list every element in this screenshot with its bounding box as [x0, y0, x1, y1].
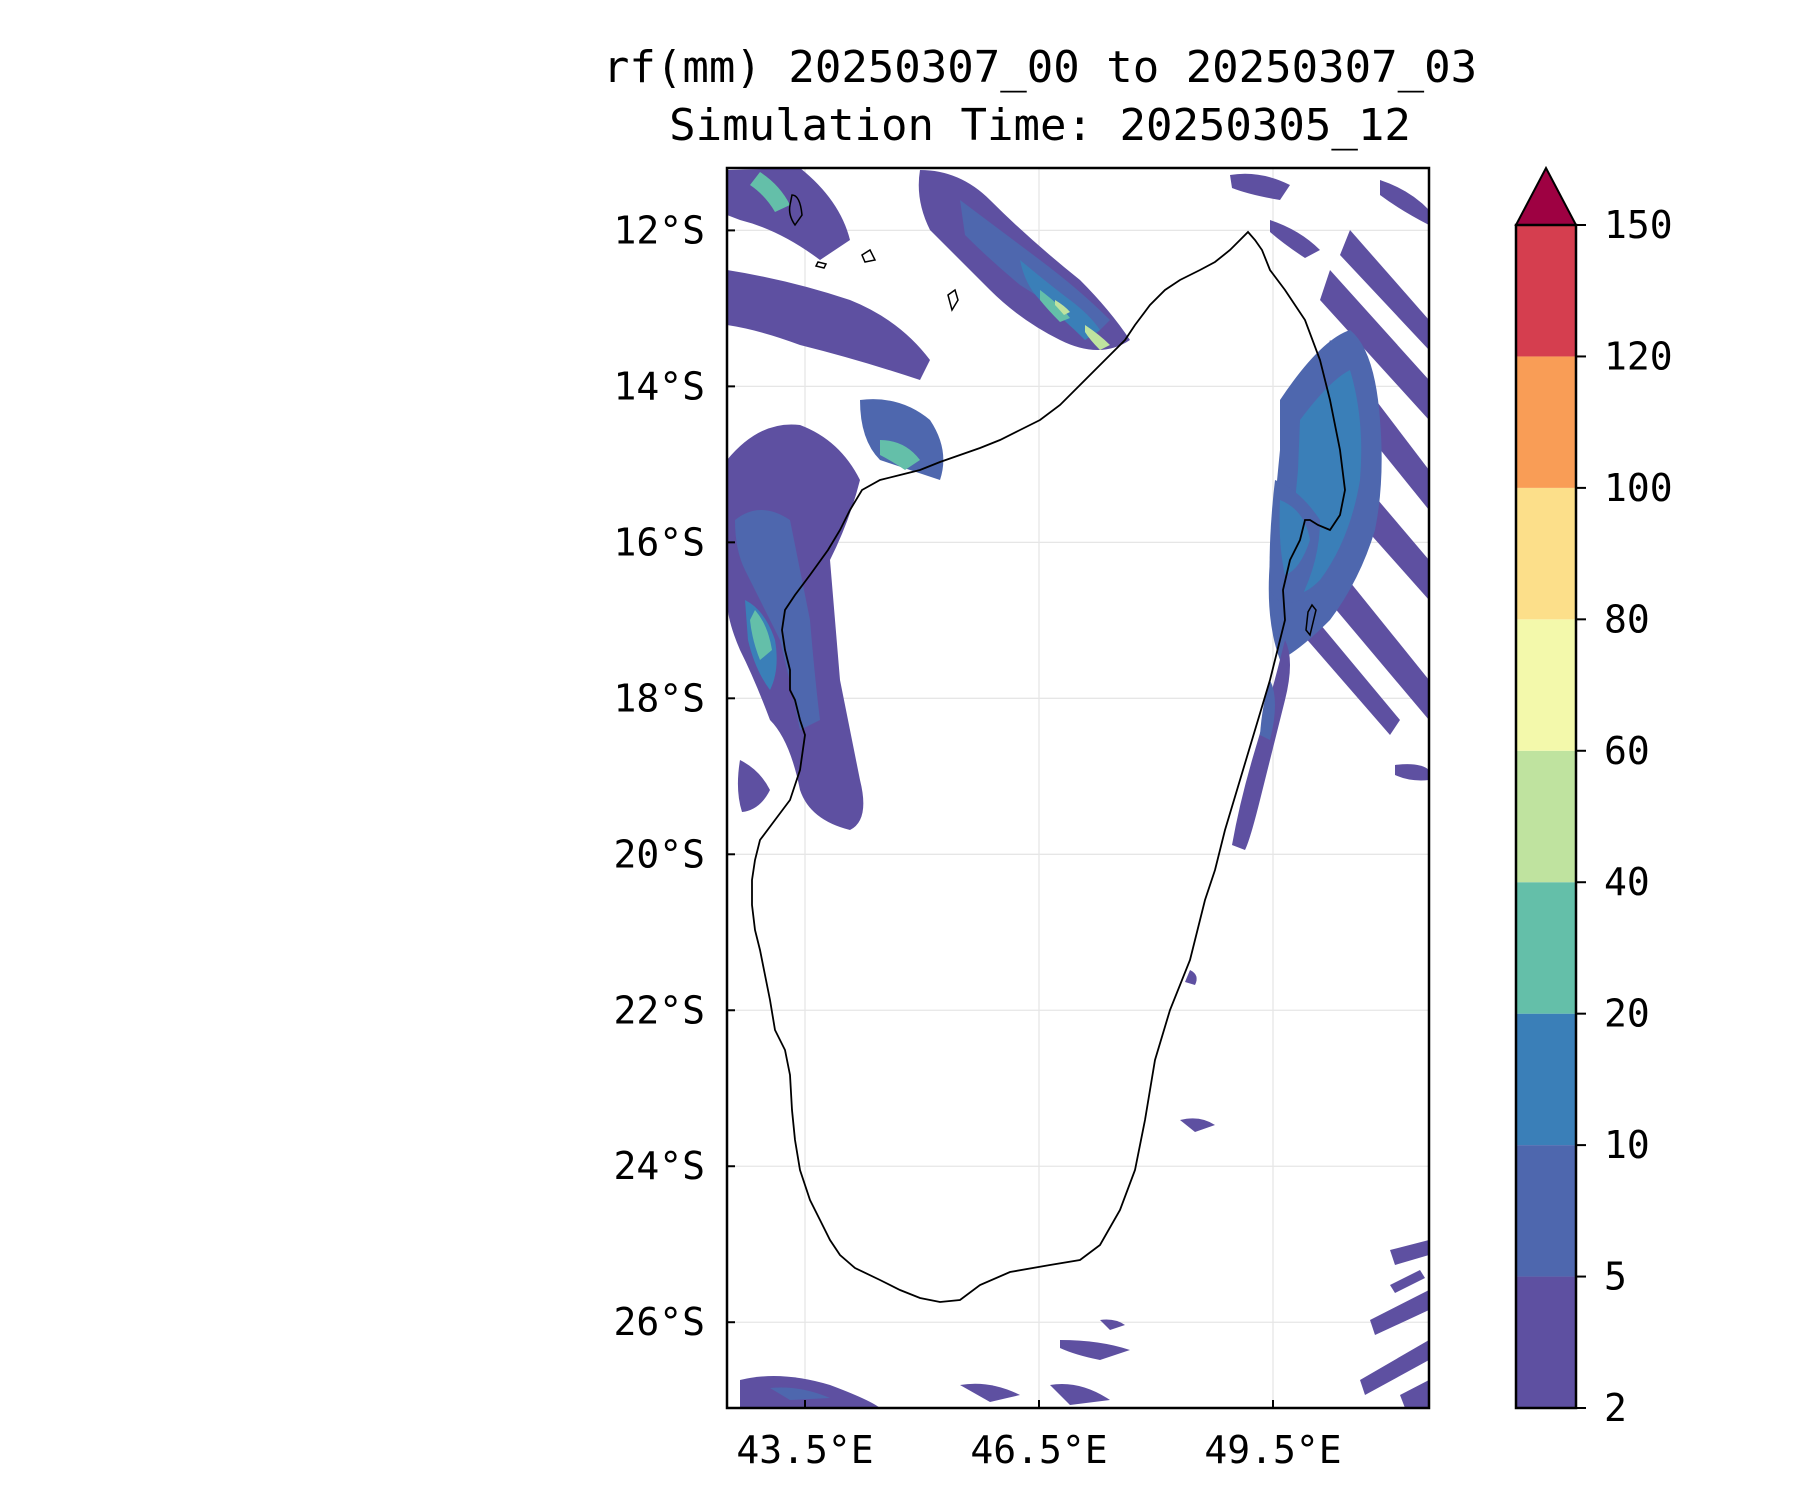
lat-tick-label: 24°S	[613, 1144, 705, 1188]
colorbar-tick-label: 40	[1604, 860, 1650, 904]
colorbar-tick-label: 2	[1604, 1386, 1627, 1430]
lat-tick-label: 18°S	[613, 676, 705, 720]
map-ticks: 12°S 14°S 16°S 18°S 20°S 22°S 24°S 26°S 43.5°E 46…	[613, 208, 1341, 1472]
map-panel: 12°S 14°S 16°S 18°S 20°S 22°S 24°S 26°S 43.5°E 46…	[613, 166, 1431, 1472]
colorbar-extend-triangle	[1514, 165, 1578, 226]
island-moheli	[814, 261, 828, 269]
colorbar-segment	[1516, 487, 1576, 620]
colorbar-tick-label: 120	[1604, 334, 1673, 378]
colorbar-segment	[1516, 1145, 1576, 1277]
lat-tick-label: 26°S	[613, 1300, 705, 1344]
colorbar-segment	[1516, 1013, 1576, 1146]
map-frame	[725, 166, 1431, 1410]
lon-tick-label: 46.5°E	[970, 1428, 1107, 1472]
colorbar-tick-label: 60	[1604, 729, 1650, 773]
lon-tick-label: 43.5°E	[736, 1428, 873, 1472]
map-title: rf(mm) 20250307_00 to 20250307_03	[602, 42, 1478, 93]
colorbar-tick-label: 5	[1604, 1255, 1627, 1299]
island-mayotte	[947, 288, 959, 312]
colorbar-segment	[1516, 1276, 1576, 1408]
island-anjouan	[861, 248, 877, 263]
colorbar-segment	[1516, 619, 1576, 751]
colorbar-segment	[1516, 750, 1576, 883]
colorbar-tick-label: 80	[1604, 597, 1650, 641]
lon-tick-label: 49.5°E	[1204, 1428, 1341, 1472]
colorbar: 2 5 10 20 40 60 80 100 120 150	[1514, 165, 1673, 1430]
lat-tick-label: 16°S	[613, 520, 705, 564]
colorbar-segment	[1516, 356, 1576, 488]
lat-tick-label: 14°S	[613, 364, 705, 408]
colorbar-segment	[1516, 225, 1576, 357]
madagascar-coastline	[751, 230, 1346, 1303]
colorbar-tick-label: 150	[1604, 203, 1673, 247]
colorbar-tick-label: 10	[1604, 1123, 1650, 1167]
lat-tick-label: 22°S	[613, 988, 705, 1032]
island-sainte-marie	[1305, 603, 1317, 637]
rainfall-contours	[727, 168, 1429, 1408]
map-subtitle: Simulation Time: 20250305_12	[669, 100, 1411, 151]
colorbar-frame	[1514, 223, 1578, 1410]
colorbar-tick-label: 100	[1604, 466, 1673, 510]
colorbar-segment	[1516, 882, 1576, 1014]
lat-tick-label: 20°S	[613, 832, 705, 876]
colorbar-tick-label: 20	[1604, 992, 1650, 1036]
island-comoros	[788, 194, 803, 227]
lat-tick-label: 12°S	[613, 208, 705, 252]
